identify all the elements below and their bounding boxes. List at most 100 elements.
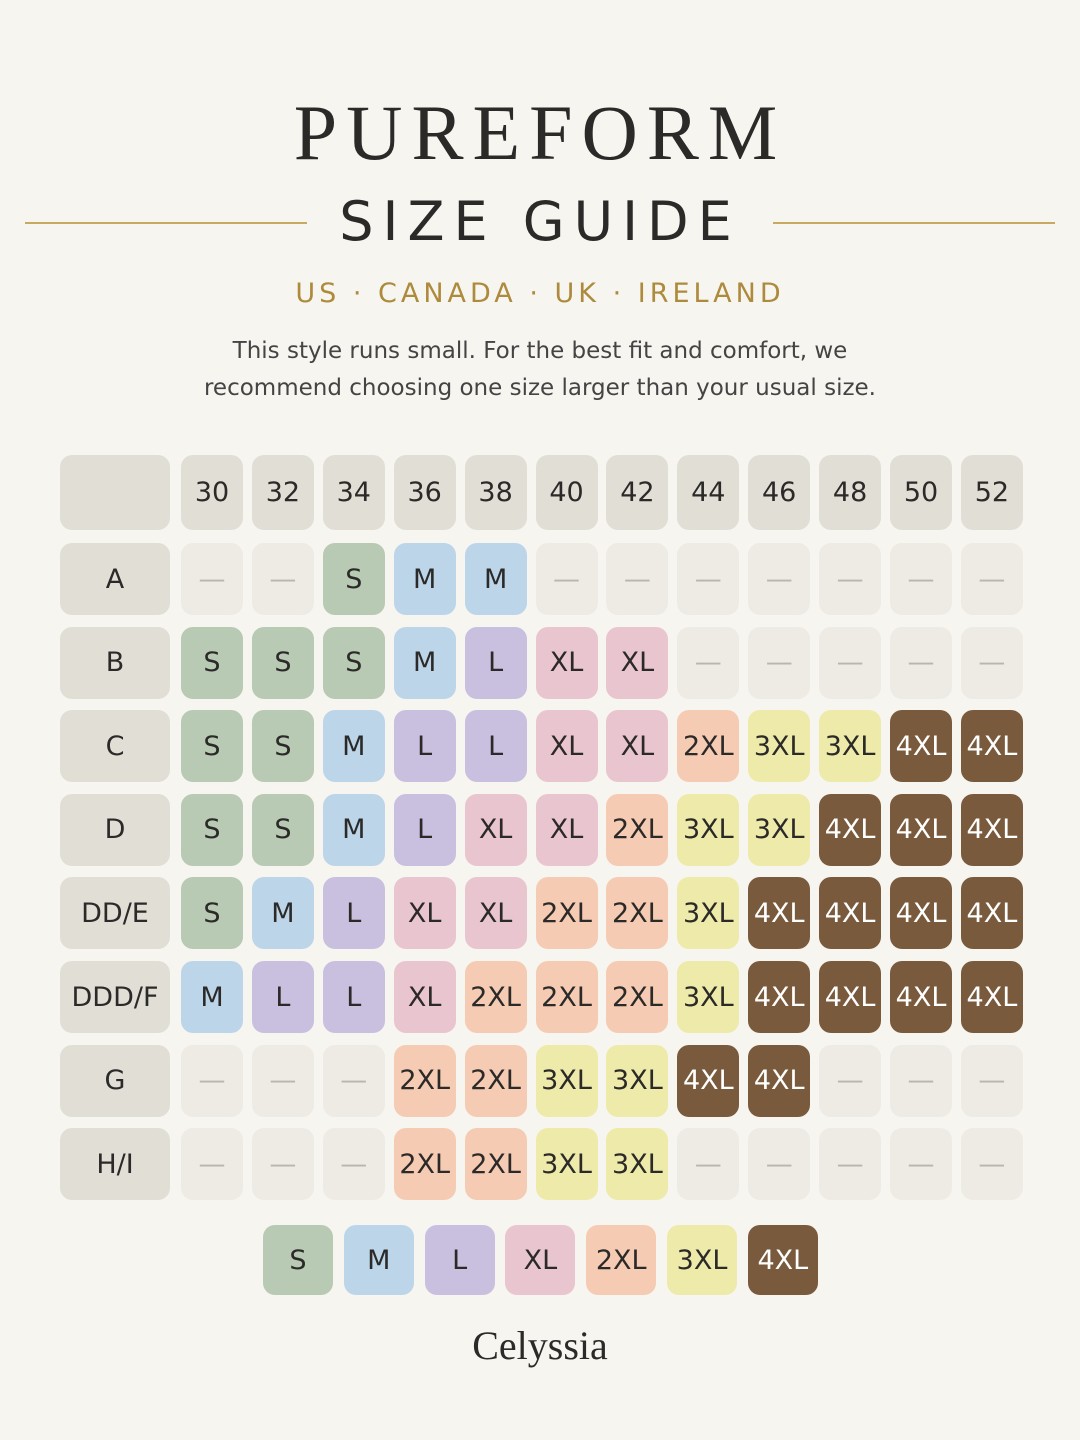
size-cell: XL — [464, 793, 527, 866]
size-cell: L — [322, 877, 385, 950]
size-cell: — — [960, 543, 1023, 615]
size-cell: — — [322, 1128, 385, 1201]
size-cell: 4XL — [890, 961, 952, 1033]
size-cell: M — [393, 543, 456, 615]
size-cell: M — [393, 626, 456, 699]
row-header: D — [60, 793, 170, 866]
size-cell: S — [251, 793, 314, 866]
size-cell: — — [819, 1044, 882, 1117]
row-header: G — [60, 1044, 170, 1117]
size-cell: S — [181, 793, 243, 866]
size-cell: S — [322, 626, 385, 699]
column-header: 48 — [819, 455, 882, 530]
size-cell: — — [251, 1044, 314, 1117]
size-cell: S — [181, 710, 243, 783]
size-cell: 3XL — [677, 961, 740, 1033]
size-cell: 4XL — [960, 961, 1023, 1033]
size-cell: — — [535, 543, 598, 615]
size-cell: — — [181, 1044, 243, 1117]
size-cell: — — [251, 543, 314, 615]
size-cell: — — [890, 543, 952, 615]
size-cell: L — [393, 710, 456, 783]
size-cell: XL — [606, 710, 669, 783]
size-cell: S — [251, 626, 314, 699]
column-header: 32 — [251, 455, 314, 530]
size-cell: — — [677, 543, 740, 615]
size-cell: — — [748, 626, 811, 699]
size-cell: — — [677, 1128, 740, 1201]
size-cell: — — [960, 1128, 1023, 1201]
footer-brand: Celyssia — [472, 1323, 608, 1368]
size-cell: 3XL — [677, 793, 740, 866]
column-header: 44 — [677, 455, 740, 530]
size-cell: 2XL — [535, 877, 598, 950]
row-header: C — [60, 710, 170, 783]
size-cell: — — [819, 1128, 882, 1201]
size-cell: 4XL — [748, 877, 811, 950]
legend-swatch: 4XL — [747, 1225, 818, 1295]
size-cell: 2XL — [606, 793, 669, 866]
note: recommend choosing one size larger than … — [203, 375, 876, 401]
size-cell: — — [890, 1044, 952, 1117]
size-cell: XL — [393, 877, 456, 950]
size-cell: 2XL — [606, 877, 669, 950]
size-cell: 4XL — [890, 793, 952, 866]
size-cell: — — [251, 1128, 314, 1201]
size-cell: XL — [393, 961, 456, 1033]
size-cell: 4XL — [890, 710, 952, 783]
brand: PUREFORM — [293, 89, 787, 176]
size-cell: 4XL — [819, 793, 882, 866]
size-cell: 4XL — [819, 961, 882, 1033]
size-cell: 3XL — [535, 1044, 598, 1117]
legend-swatch: 2XL — [586, 1225, 657, 1295]
size-cell: — — [181, 1128, 243, 1201]
size-cell: 3XL — [677, 877, 740, 950]
size-cell: L — [464, 626, 527, 699]
size-cell: M — [322, 793, 385, 866]
divider — [25, 222, 307, 224]
size-cell: M — [181, 961, 243, 1033]
size-cell: 2XL — [464, 1128, 527, 1201]
size-cell: — — [322, 1044, 385, 1117]
column-header: 34 — [322, 455, 385, 530]
column-header: 40 — [535, 455, 598, 530]
size-cell: 4XL — [960, 877, 1023, 950]
size-cell: 4XL — [890, 877, 952, 950]
size-cell: L — [464, 710, 527, 783]
divider — [773, 222, 1055, 224]
size-cell: 4XL — [748, 1044, 811, 1117]
regions: US · CANADA · UK · IRELAND — [295, 278, 785, 309]
size-cell: XL — [535, 710, 598, 783]
row-header: B — [60, 626, 170, 699]
size-cell: — — [606, 543, 669, 615]
size-cell: 2XL — [606, 961, 669, 1033]
size-cell: 2XL — [393, 1128, 456, 1201]
row-header: DDD/F — [60, 961, 170, 1033]
size-cell: L — [251, 961, 314, 1033]
size-cell: 4XL — [748, 961, 811, 1033]
size-cell: — — [960, 1044, 1023, 1117]
note: This style runs small. For the best fit … — [232, 338, 848, 364]
size-cell: 3XL — [748, 710, 811, 783]
size-cell: M — [464, 543, 527, 615]
size-cell: XL — [464, 877, 527, 950]
size-cell: — — [890, 626, 952, 699]
size-cell: — — [748, 543, 811, 615]
size-cell: — — [890, 1128, 952, 1201]
size-cell: 2XL — [393, 1044, 456, 1117]
row-header: A — [60, 543, 170, 615]
size-cell: S — [181, 877, 243, 950]
size-cell: 4XL — [677, 1044, 740, 1117]
size-cell: S — [322, 543, 385, 615]
corner-cell — [60, 455, 170, 530]
size-cell: 2XL — [464, 961, 527, 1033]
size-cell: 3XL — [606, 1044, 669, 1117]
column-header: 52 — [960, 455, 1023, 530]
size-cell: 3XL — [606, 1128, 669, 1201]
legend-swatch: 3XL — [667, 1225, 737, 1295]
row-header: H/I — [60, 1128, 170, 1201]
size-cell: — — [181, 543, 243, 615]
legend-swatch: M — [343, 1225, 414, 1295]
size-cell: — — [677, 626, 740, 699]
